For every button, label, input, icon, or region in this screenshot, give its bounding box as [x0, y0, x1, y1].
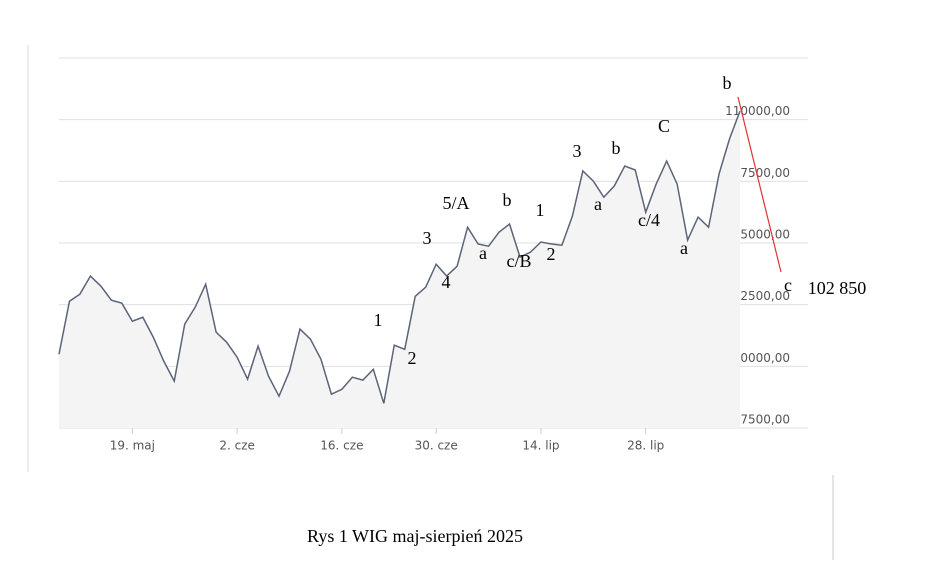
y-tick-label: 102500,00 — [725, 289, 790, 303]
wave-label: c/4 — [638, 210, 660, 230]
wave-label: a — [479, 243, 487, 263]
wave-label: 1 — [536, 200, 545, 220]
caption: Rys 1 WIG maj-sierpień 2025 — [307, 526, 523, 546]
wave-label: b — [503, 190, 512, 210]
wave-label: c — [784, 275, 792, 295]
y-tick-label: 100000,00 — [725, 351, 790, 365]
wave-label: 2 — [408, 348, 417, 368]
x-tick-label: 19. maj — [110, 439, 155, 453]
x-tick-label: 16. cze — [320, 439, 363, 453]
wave-label: C — [658, 116, 670, 136]
area — [59, 111, 740, 429]
plot: 97500,00 100000,00 102500,00 105000,00 10750… — [58, 57, 808, 453]
wave-label: a — [680, 238, 688, 258]
wave-label: a — [594, 194, 602, 214]
wave-label: c/B — [507, 251, 532, 271]
y-tick-label: 97500,00 — [733, 413, 790, 427]
y-tick-label: 110000,00 — [725, 104, 790, 118]
x-tick-label: 30. cze — [415, 439, 458, 453]
x-tick-label: 14. lip — [522, 439, 559, 453]
y-tick-label: 107500,00 — [725, 166, 790, 180]
wave-label: 3 — [423, 228, 432, 248]
wave-label: 5/A — [443, 193, 470, 213]
target-line — [737, 96, 782, 273]
wave-label: 102 850 — [808, 278, 867, 298]
wave-label: 1 — [374, 310, 383, 330]
y-tick-label: 105000,00 — [725, 228, 790, 242]
wave-label: b — [612, 138, 621, 158]
wave-label: 2 — [547, 244, 556, 264]
x-tick-label: 28. lip — [627, 439, 664, 453]
line — [58, 110, 741, 404]
x-tick-label: 2. cze — [219, 439, 255, 453]
wave-label: 3 — [573, 141, 582, 161]
wave-label: b — [723, 73, 732, 93]
wave-label: 4 — [442, 272, 451, 292]
